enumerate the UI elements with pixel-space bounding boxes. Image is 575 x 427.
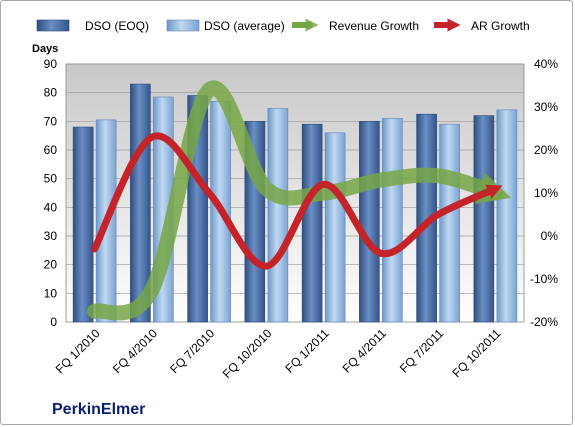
legend-swatch-dso-average [166, 19, 200, 32]
y-left-tick-30: 30 [44, 229, 58, 243]
bar-dso-average-fq-4-2011 [382, 118, 403, 323]
y-left-tick-20: 20 [44, 258, 58, 272]
x-tick-fq-4-2010: FQ 4/2010 [110, 326, 160, 376]
legend-label-dso-average: DSO (average) [204, 19, 285, 33]
y-right-tick-20: 20% [534, 143, 558, 157]
y-right-tick-10: 10% [534, 186, 558, 200]
bar-dso-eoq-fq-1-2010 [72, 126, 94, 323]
bar-dso-average-fq-10-2011 [496, 109, 518, 323]
x-tick-fq-1-2011: FQ 1/2011 [282, 326, 332, 376]
bar-dso-eoq-fq-1-2011 [301, 123, 323, 323]
y-left-tick-50: 50 [44, 172, 58, 186]
legend: DSO (EOQ) DSO (average) Revenue Growth A… [36, 18, 530, 33]
x-tick-fq-4-2011: FQ 4/2011 [340, 326, 390, 376]
y-left-tick-10: 10 [44, 286, 58, 300]
bar-dso-average-fq-1-2011 [324, 132, 346, 323]
bar-dso-eoq-fq-4-2011 [359, 121, 380, 323]
y-right-tick-40: 40% [534, 57, 558, 71]
bar-dso-average-fq-7-2011 [439, 123, 460, 323]
legend-label-dso-eoq: DSO (EOQ) [85, 19, 149, 33]
y-right-tick-0: 0% [541, 229, 559, 243]
brand-label: PerkinElmer [52, 401, 145, 418]
x-tick-fq-1-2010: FQ 1/2010 [53, 326, 103, 376]
legend-swatch-dso-eoq [36, 19, 70, 32]
y-left-axis-title: Days [32, 43, 58, 55]
x-tick-fq-7-2010: FQ 7/2010 [167, 326, 217, 376]
y-left-tick-40: 40 [44, 200, 58, 214]
x-tick-fq-10-2011: FQ 10/2011 [449, 326, 503, 380]
growth-lines [87, 80, 512, 321]
x-tick-fq-10-2010: FQ 10/2010 [220, 326, 275, 381]
bar-dso-average-fq-10-2010 [267, 108, 289, 323]
line-revenue-growth [87, 80, 512, 321]
y-left-tick-90: 90 [44, 57, 58, 71]
y-left-tick-60: 60 [44, 143, 58, 157]
y-left-ticks: 0 10 20 30 40 50 60 70 80 90 [44, 57, 58, 329]
legend-label-revenue-growth: Revenue Growth [329, 19, 419, 33]
y-left-tick-70: 70 [44, 114, 58, 128]
y-right-ticks: -20% -10% 0% 10% 20% 30% 40% [530, 57, 558, 329]
x-tick-fq-7-2011: FQ 7/2011 [397, 326, 447, 376]
y-left-tick-0: 0 [50, 315, 57, 329]
line-ar-growth [91, 132, 503, 270]
y-right-tick-10: -10% [530, 272, 558, 286]
y-left-tick-80: 80 [44, 86, 58, 100]
x-ticks: FQ 1/2010 FQ 4/2010 FQ 7/2010 FQ 10/2010 FQ … [53, 326, 504, 381]
y-right-tick-20: -20% [530, 315, 558, 329]
y-right-tick-30: 30% [534, 100, 558, 114]
legend-label-ar-growth: AR Growth [471, 19, 530, 33]
bar-dso-eoq-fq-10-2011 [473, 115, 495, 323]
